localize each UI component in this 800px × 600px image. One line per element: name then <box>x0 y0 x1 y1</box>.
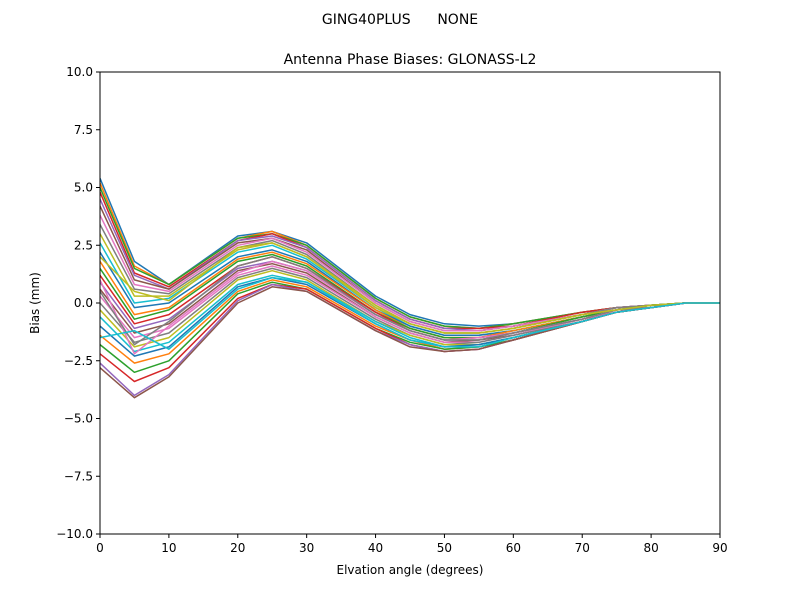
x-tick-label: 50 <box>437 541 452 555</box>
x-axis-ticks: 0 10 20 30 40 50 60 70 80 90 <box>96 534 728 555</box>
x-tick-label: 10 <box>161 541 176 555</box>
x-tick-label: 90 <box>712 541 727 555</box>
y-tick-label: 0.0 <box>74 296 93 310</box>
series-line <box>100 242 720 334</box>
x-tick-label: 80 <box>643 541 658 555</box>
series-line <box>100 256 720 346</box>
x-axis-label: Elvation angle (degrees) <box>337 563 484 577</box>
x-tick-label: 20 <box>230 541 245 555</box>
figure-suptitle: GING40PLUS NONE <box>322 12 478 28</box>
x-tick-label: 60 <box>506 541 521 555</box>
y-tick-label: −10.0 <box>56 527 93 541</box>
y-tick-label: −5.0 <box>64 412 93 426</box>
x-tick-label: 70 <box>575 541 590 555</box>
series-line <box>100 276 720 350</box>
series-layer <box>100 178 720 399</box>
y-tick-label: 7.5 <box>74 123 93 137</box>
y-axis-label: Bias (mm) <box>28 272 42 334</box>
y-tick-label: 5.0 <box>74 181 93 195</box>
y-tick-label: 2.5 <box>74 238 93 252</box>
chart-title: Antenna Phase Biases: GLONASS-L2 <box>284 52 537 68</box>
y-axis-ticks: −10.0 −7.5 −5.0 −2.5 0.0 2.5 5.0 7.5 10.0 <box>56 65 100 541</box>
plot-area <box>100 72 720 534</box>
y-tick-label: −7.5 <box>64 469 93 483</box>
x-tick-label: 0 <box>96 541 104 555</box>
y-tick-label: 10.0 <box>66 65 93 79</box>
y-tick-label: −2.5 <box>64 354 93 368</box>
x-tick-label: 30 <box>299 541 314 555</box>
x-tick-label: 40 <box>368 541 383 555</box>
